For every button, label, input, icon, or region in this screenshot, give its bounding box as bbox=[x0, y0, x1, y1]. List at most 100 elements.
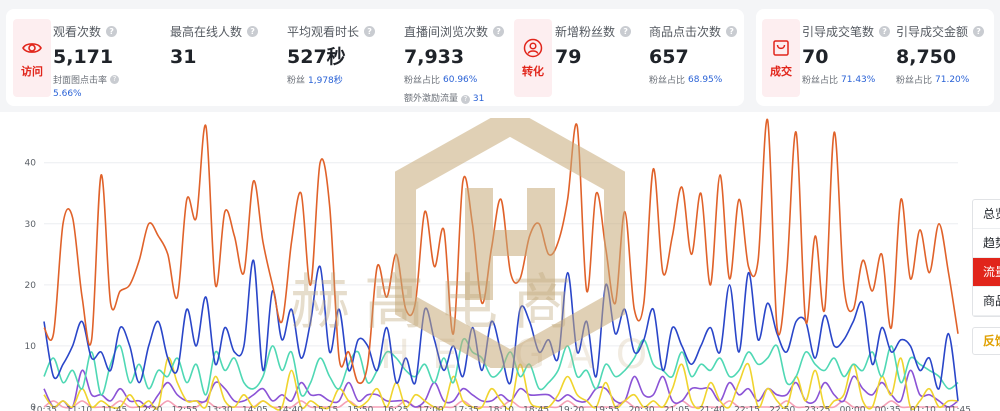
help-icon[interactable]: ? bbox=[461, 95, 471, 104]
y-tick-label: 30 bbox=[25, 220, 37, 230]
metric-room-views: 直播间浏览次数? 7,933 粉丝占比 60.96% 额外激励流量? 31 bbox=[404, 23, 505, 104]
deal-amount-label: 引导成交金额 bbox=[896, 25, 969, 39]
series-line bbox=[43, 400, 958, 409]
help-icon[interactable]: ? bbox=[879, 26, 891, 37]
metric-new-fans: 新增粉丝数? 79 bbox=[555, 23, 632, 68]
x-tick-label: 00:35 bbox=[875, 406, 901, 411]
cover-ctr-value: 5.66% bbox=[53, 89, 82, 99]
x-tick-label: 16:25 bbox=[383, 406, 409, 411]
series-line bbox=[43, 356, 959, 411]
y-tick-label: 20 bbox=[25, 281, 37, 291]
deal-orders-value: 70 bbox=[802, 46, 829, 68]
conversion-category: 转化 bbox=[514, 19, 552, 97]
x-tick-label: 14:05 bbox=[242, 406, 268, 411]
product-fan-ratio-value: 68.95% bbox=[688, 74, 723, 85]
avg-watch-label: 平均观看时长 bbox=[287, 25, 360, 39]
trend-chart-area: 0 10 20 30 40 10:35 11:10 11:45 12:20 12:55 13:30… bbox=[0, 112, 1000, 411]
product-clicks-value: 657 bbox=[649, 46, 689, 68]
stats-bar: 访问 观看次数? 5,171 封面图点击率? 5.66% 最高在线人数? 31 … bbox=[0, 0, 1000, 112]
x-tick-label: 12:20 bbox=[136, 406, 162, 411]
x-tick-label: 15:50 bbox=[347, 406, 373, 411]
room-views-value: 7,933 bbox=[404, 46, 465, 68]
x-tick-label: 11:10 bbox=[66, 406, 92, 411]
menu-item-traffic[interactable]: 流量 bbox=[973, 258, 1000, 287]
extra-traffic-label: 额外激励流量 bbox=[404, 94, 459, 104]
x-tick-label: 23:25 bbox=[804, 406, 830, 411]
deal-orders-label: 引导成交笔数 bbox=[802, 25, 875, 39]
x-tick-label: 21:05 bbox=[664, 406, 690, 411]
x-tick-label: 22:50 bbox=[769, 406, 795, 411]
y-tick-label: 40 bbox=[25, 159, 37, 169]
deal-amount-value: 8,750 bbox=[896, 46, 957, 68]
x-tick-label: 17:35 bbox=[453, 406, 479, 411]
fan-watch-label: 粉丝 bbox=[287, 76, 306, 86]
x-tick-label: 12:55 bbox=[172, 406, 198, 411]
x-tick-label: 15:15 bbox=[312, 406, 338, 411]
visit-conversion-card: 访问 观看次数? 5,171 封面图点击率? 5.66% 最高在线人数? 31 … bbox=[6, 9, 744, 106]
x-tick-label: 00:00 bbox=[840, 406, 866, 411]
menu-item-product[interactable]: 商品 bbox=[973, 287, 1000, 316]
x-tick-label: 20:30 bbox=[629, 406, 655, 411]
new-fans-label: 新增粉丝数 bbox=[555, 25, 616, 39]
feedback-button[interactable]: 反馈 bbox=[972, 327, 1000, 355]
y-tick-label: 0 bbox=[30, 403, 36, 411]
help-icon[interactable]: ? bbox=[973, 26, 985, 37]
product-fan-ratio-label: 粉丝占比 bbox=[649, 76, 686, 86]
x-axis: 10:35 11:10 11:45 12:20 12:55 13:30 14:05 14:40… bbox=[31, 406, 971, 411]
product-clicks-label: 商品点击次数 bbox=[649, 25, 722, 39]
room-fan-ratio-value: 60.96% bbox=[443, 74, 478, 85]
orders-fan-ratio-label: 粉丝占比 bbox=[802, 76, 839, 86]
side-menu: 总览 趋势 流量 商品 bbox=[972, 199, 1000, 317]
help-icon[interactable]: ? bbox=[106, 26, 118, 37]
x-tick-label: 13:30 bbox=[207, 406, 233, 411]
help-icon[interactable]: ? bbox=[110, 75, 120, 84]
x-tick-label: 14:40 bbox=[277, 406, 303, 411]
trend-chart: 0 10 20 30 40 10:35 11:10 11:45 12:20 12:55 13:30… bbox=[25, 118, 971, 411]
help-icon[interactable]: ? bbox=[493, 26, 505, 37]
x-tick-label: 18:45 bbox=[523, 406, 549, 411]
shopping-bag-icon bbox=[773, 39, 789, 56]
room-fan-ratio-label: 粉丝占比 bbox=[404, 76, 441, 86]
y-axis: 0 10 20 30 40 bbox=[25, 159, 37, 411]
deal-category: 成交 bbox=[762, 19, 800, 97]
avg-watch-value: 527秒 bbox=[287, 46, 346, 68]
extra-traffic-value: 31 bbox=[472, 94, 485, 104]
y-tick-label: 10 bbox=[25, 342, 37, 352]
peak-online-label: 最高在线人数 bbox=[170, 25, 243, 39]
room-views-label: 直播间浏览次数 bbox=[404, 25, 489, 39]
x-tick-label: 17:00 bbox=[418, 406, 444, 411]
fan-watch-value: 1,978秒 bbox=[308, 76, 343, 86]
orders-fan-ratio-value: 71.43% bbox=[841, 74, 876, 85]
cover-ctr-label: 封面图点击率 bbox=[53, 76, 108, 86]
metric-product-clicks: 商品点击次数? 657 粉丝占比 68.95% bbox=[649, 23, 738, 86]
help-icon[interactable]: ? bbox=[247, 26, 259, 37]
deal-card: 成交 引导成交笔数? 70 粉丝占比 71.43% 引导成交金额? 8,750 粉… bbox=[756, 9, 994, 106]
x-tick-label: 10:35 bbox=[31, 406, 57, 411]
help-icon[interactable]: ? bbox=[364, 26, 376, 37]
amount-fan-ratio-value: 71.20% bbox=[935, 74, 970, 85]
x-tick-label: 19:55 bbox=[593, 406, 619, 411]
metric-deal-amount: 引导成交金额? 8,750 粉丝占比 71.20% bbox=[896, 23, 985, 86]
metric-avg-watch-time: 平均观看时长? 527秒 粉丝 1,978秒 bbox=[287, 23, 376, 86]
menu-item-overview[interactable]: 总览 bbox=[973, 200, 1000, 229]
deal-category-label: 成交 bbox=[770, 64, 792, 78]
x-tick-label: 21:40 bbox=[699, 406, 725, 411]
views-value: 5,171 bbox=[53, 46, 114, 68]
conversion-category-label: 转化 bbox=[522, 64, 544, 78]
x-tick-label: 22:15 bbox=[734, 406, 760, 411]
x-tick-label: 01:45 bbox=[945, 406, 971, 411]
help-icon[interactable]: ? bbox=[726, 26, 738, 37]
metric-peak-online: 最高在线人数? 31 bbox=[170, 23, 259, 68]
x-tick-label: 01:10 bbox=[910, 406, 936, 411]
user-circle-icon bbox=[523, 38, 543, 57]
x-tick-label: 11:45 bbox=[101, 406, 127, 411]
amount-fan-ratio-label: 粉丝占比 bbox=[896, 76, 933, 86]
help-icon[interactable]: ? bbox=[620, 26, 632, 37]
x-tick-label: 19:20 bbox=[558, 406, 584, 411]
visit-category: 访问 bbox=[13, 19, 51, 97]
views-label: 观看次数 bbox=[53, 25, 102, 39]
new-fans-value: 79 bbox=[555, 46, 582, 68]
series-line bbox=[43, 337, 959, 397]
metric-views: 观看次数? 5,171 封面图点击率? 5.66% bbox=[53, 23, 120, 99]
menu-item-trend[interactable]: 趋势 bbox=[973, 229, 1000, 258]
